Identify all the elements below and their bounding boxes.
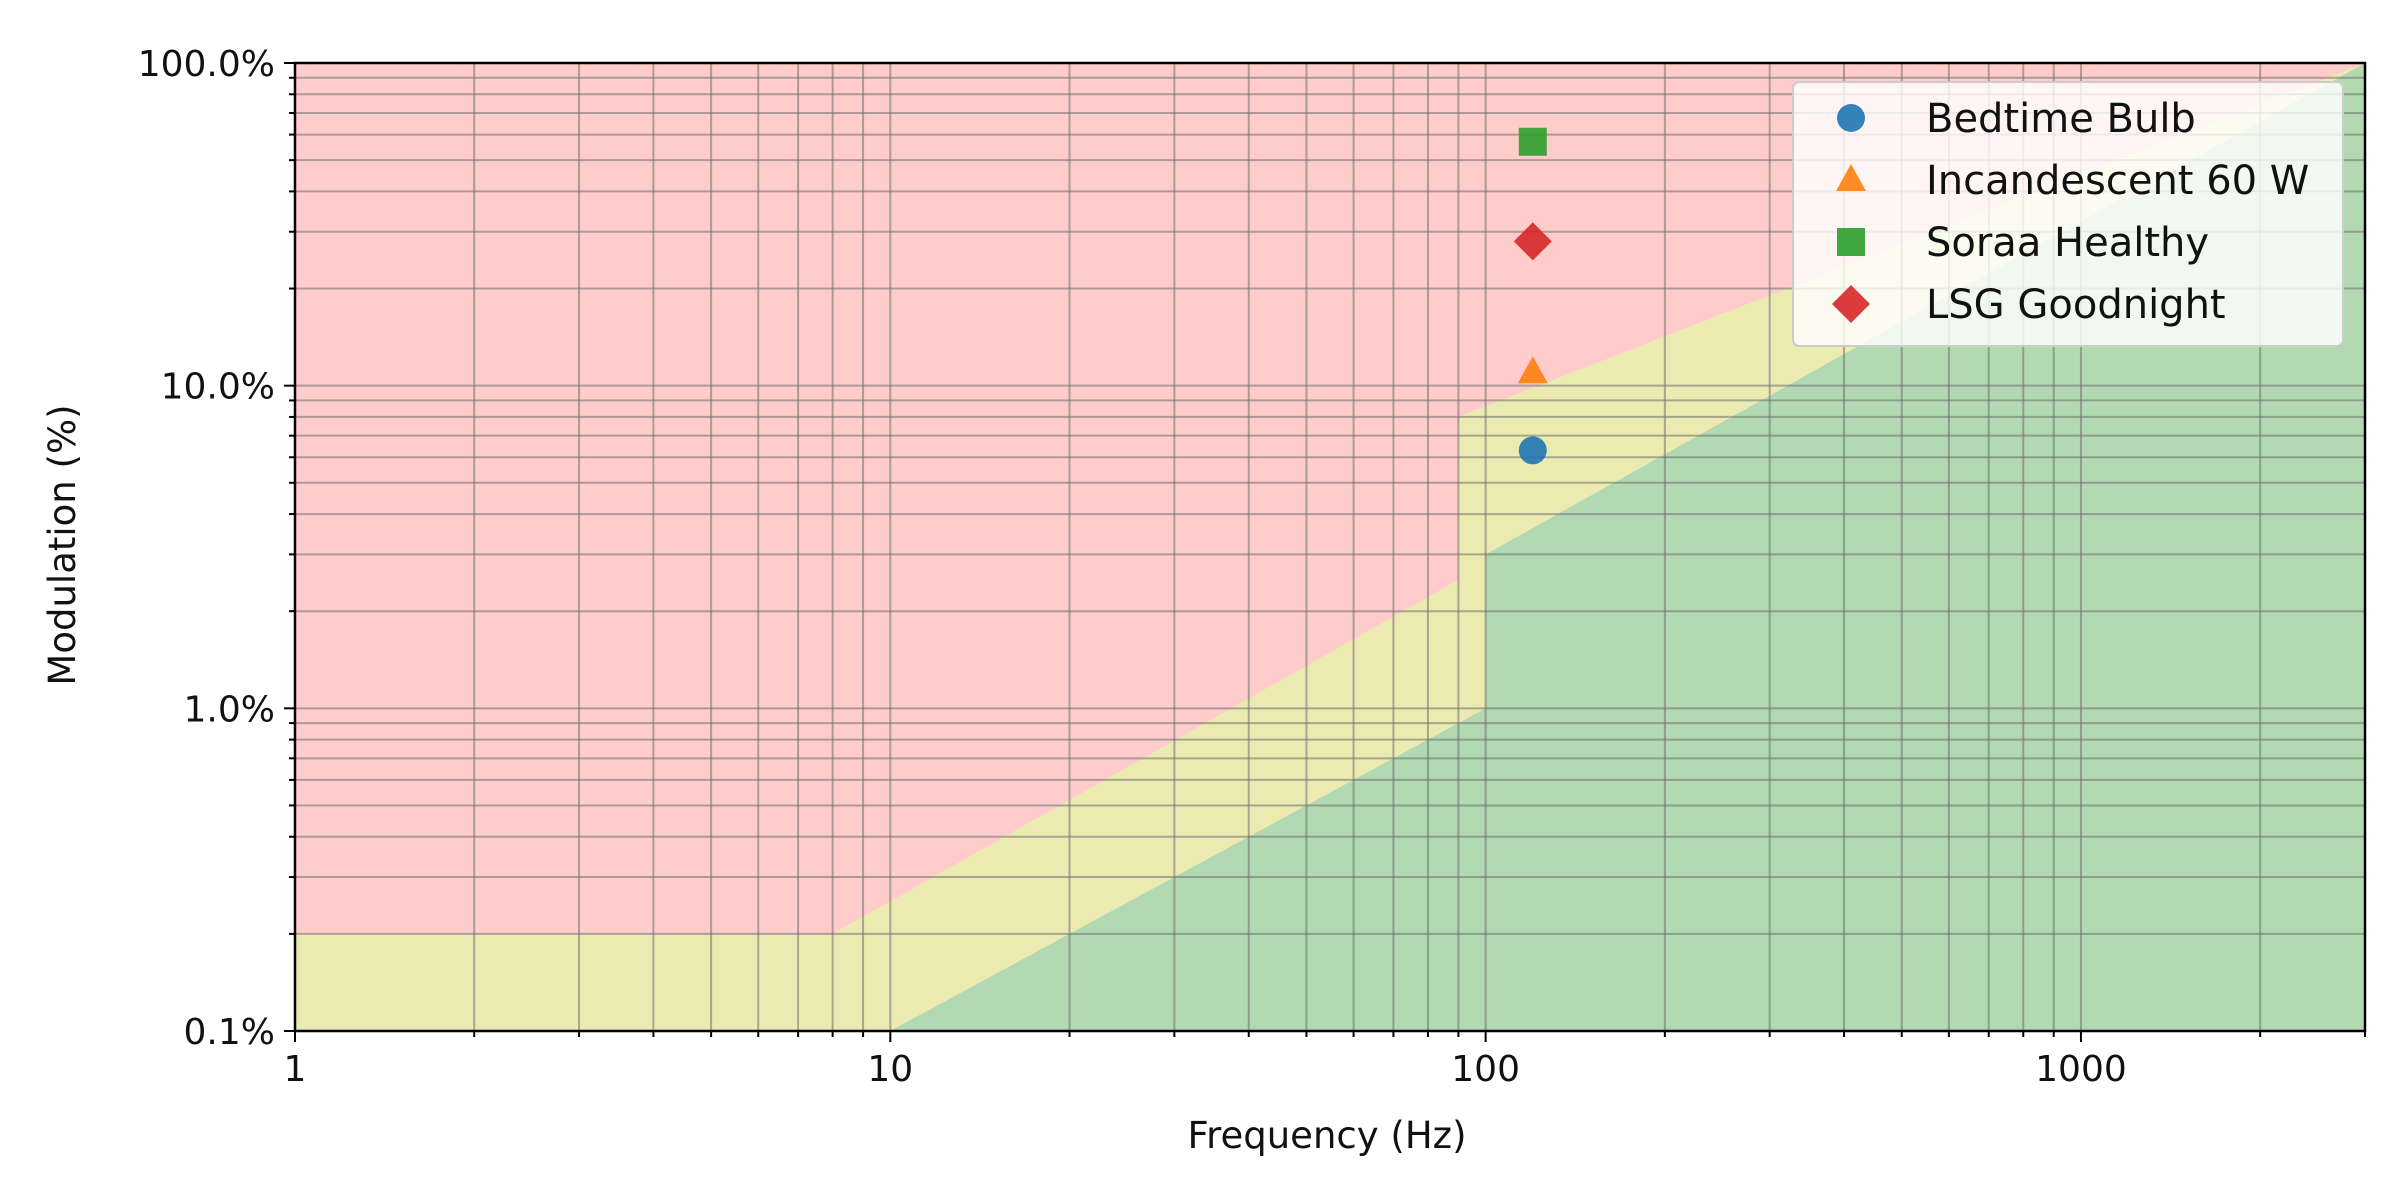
point-bedtime-bulb — [1518, 436, 1547, 465]
x-axis-title: Frequency (Hz) — [1187, 1114, 1466, 1157]
plot-frame — [293, 61, 2367, 1033]
x-tick-label: 100 — [1451, 1049, 1520, 1090]
point-soraa-healthy — [1518, 127, 1547, 156]
legend-label: Soraa Healthy — [1926, 220, 2209, 266]
legend-label: Incandescent 60 W — [1926, 158, 2309, 204]
y-tick-label: 10.0% — [161, 367, 275, 408]
y-tick-label: 0.1% — [184, 1012, 275, 1053]
y-tick-label: 1.0% — [184, 689, 275, 730]
legend-marker — [1836, 164, 1866, 191]
point-incandescent-60-w — [1517, 356, 1548, 384]
x-tick-label: 10 — [867, 1049, 913, 1090]
x-tick-label: 1 — [284, 1049, 307, 1090]
legend-marker — [1837, 104, 1865, 132]
legend-box — [1792, 81, 2344, 347]
y-axis-title: Modulation (%) — [41, 404, 84, 685]
legend-label: LSG Goodnight — [1926, 282, 2226, 328]
legend-marker — [1832, 285, 1870, 323]
x-tick-label: 1000 — [2035, 1049, 2127, 1090]
legend-marker — [1837, 228, 1865, 256]
y-tick-label: 100.0% — [138, 44, 275, 85]
point-lsg-goodnight — [1513, 222, 1552, 261]
legend-label: Bedtime Bulb — [1926, 96, 2196, 142]
